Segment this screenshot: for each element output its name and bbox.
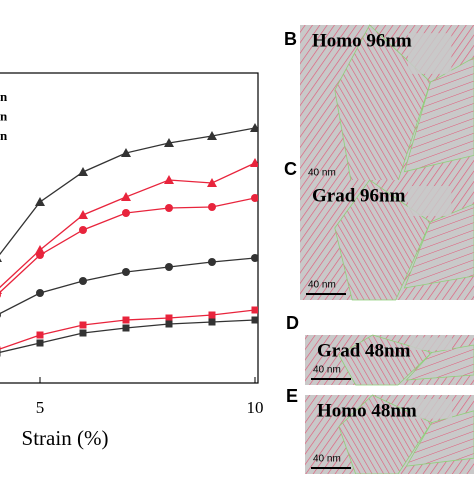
grain-plain xyxy=(408,33,452,74)
panel-label: Homo 48nm xyxy=(317,400,417,421)
marker xyxy=(79,277,87,285)
marker xyxy=(251,307,258,314)
scale-label: 40 nm xyxy=(313,365,341,376)
marker xyxy=(79,322,86,329)
legend-label: n xyxy=(0,128,8,143)
legend-label: n xyxy=(0,108,8,123)
marker xyxy=(122,325,129,332)
marker xyxy=(79,330,86,337)
marker xyxy=(165,204,173,212)
panel-letter: B xyxy=(284,29,297,49)
marker xyxy=(36,340,43,347)
panel-label: Homo 96nm xyxy=(312,30,412,51)
marker xyxy=(164,175,174,184)
grain-plain xyxy=(408,186,452,216)
panel-letter: E xyxy=(286,386,298,406)
marker xyxy=(208,203,216,211)
marker xyxy=(36,251,44,259)
marker xyxy=(122,268,130,276)
marker xyxy=(208,258,216,266)
x-tick-label: 5 xyxy=(36,398,45,417)
scale-label: 40 nm xyxy=(313,454,341,465)
marker xyxy=(35,197,45,206)
marker xyxy=(36,289,44,297)
x-axis-label: Strain (%) xyxy=(22,426,109,450)
plot-area xyxy=(0,123,260,357)
marker xyxy=(251,317,258,324)
x-tick-label: 10 xyxy=(246,398,263,417)
marker xyxy=(165,315,172,322)
marker xyxy=(208,319,215,326)
grain-plain xyxy=(410,338,452,351)
series-line xyxy=(0,128,255,258)
marker xyxy=(36,332,43,339)
scale-label: 40 nm xyxy=(308,168,336,179)
marker xyxy=(122,317,129,324)
marker xyxy=(78,167,88,176)
marker xyxy=(251,194,259,202)
panel-letter: C xyxy=(284,159,297,179)
legend-label: n xyxy=(0,89,8,104)
marker xyxy=(208,312,215,319)
marker xyxy=(78,210,88,219)
marker xyxy=(165,321,172,328)
marker xyxy=(251,254,259,262)
scale-label: 40 nm xyxy=(308,280,336,291)
marker xyxy=(121,192,131,201)
marker xyxy=(79,226,87,234)
marker xyxy=(122,209,130,217)
panel-letter: D xyxy=(286,313,299,333)
series-line xyxy=(0,258,255,315)
panel-label: Grad 48nm xyxy=(317,340,411,361)
panel-label: Grad 96nm xyxy=(312,185,406,206)
marker xyxy=(0,311,1,319)
marker xyxy=(165,263,173,271)
